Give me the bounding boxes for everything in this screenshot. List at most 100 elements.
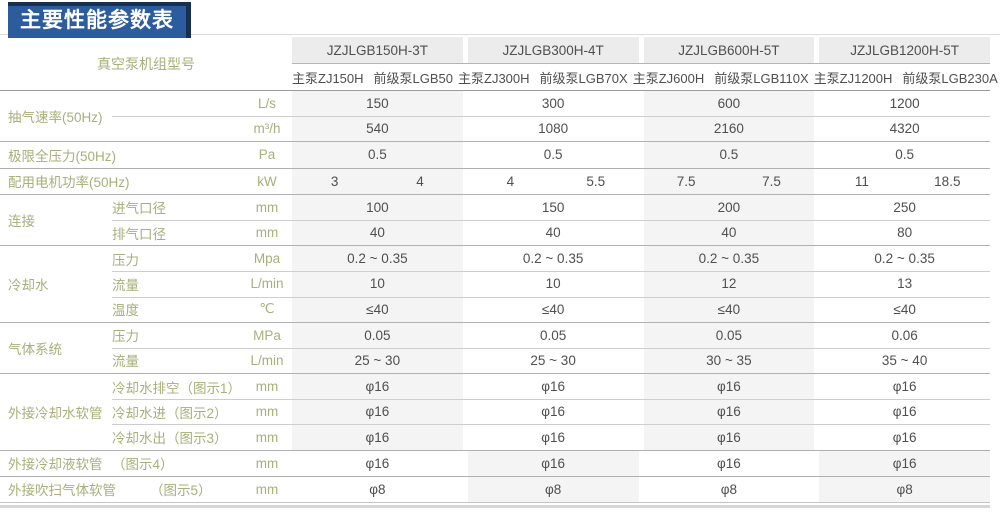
row-unit-label: mm	[255, 481, 279, 497]
table-header: 真空泵机组型号 JZJLGB150H-3T JZJLGB300H-4T JZJLGB…	[0, 37, 998, 90]
row-unit-label: ℃	[259, 301, 275, 317]
row-cells: 3 4 4 5.5 7.5 7.5 11 18.5	[292, 168, 990, 194]
value-cell: 0.5	[895, 147, 915, 163]
pump-name-cell: 主泵ZJ300H 前级泵LGB70X	[458, 64, 628, 90]
table-row: 冷却水出（图示3） mm φ16 φ16 φ16 φ16	[0, 424, 990, 450]
value-cell: 4 5.5	[468, 169, 639, 194]
backing-pump-label: 前级泵LGB230A	[902, 70, 998, 86]
row-attribute-label: 冷却水出（图示3）	[112, 431, 228, 447]
value-cell: φ16	[643, 399, 815, 425]
row-cells: 150 300 600 1200	[292, 91, 990, 117]
value-cell: ≤40	[893, 301, 916, 317]
row-unit-label: L/s	[257, 96, 276, 112]
row-attribute-label: 流量	[112, 354, 139, 370]
row-group-label: 配用电机功率(50Hz)	[8, 175, 130, 191]
row-cells: 540 1080 2160 4320	[292, 116, 990, 142]
value-cell: φ8	[369, 481, 386, 497]
value-half: 11	[854, 173, 869, 189]
value-cell: φ8	[819, 476, 990, 502]
value-cell: φ16	[643, 424, 815, 450]
row-attribute-label: 冷却水排空（图示1）	[112, 380, 242, 396]
value-cell: 25 ~ 30	[292, 347, 463, 374]
value-cell: 4320	[889, 121, 920, 137]
row-unit-label: mm	[255, 404, 279, 420]
page-bottom-rule	[0, 505, 990, 508]
value-half: 18.5	[934, 173, 961, 189]
value-cell: φ16	[541, 379, 566, 395]
value-cell: 540	[292, 116, 463, 142]
value-cell: 150	[541, 199, 565, 215]
value-cell: φ16	[467, 450, 639, 476]
table-section: 连接 进气口径 mm 100 150 200 250 排气口径 mm 40 40 40 80	[0, 193, 990, 246]
row-group-label: 抽气速率(50Hz)	[8, 110, 103, 126]
value-cell: ≤40	[292, 296, 463, 322]
table-row: 压力 MPa 0.05 0.05 0.05 0.06	[0, 322, 990, 348]
value-cell: 25 ~ 30	[530, 352, 576, 368]
row-cells: 0.2 ~ 0.35 0.2 ~ 0.35 0.2 ~ 0.35 0.2 ~ 0.35	[292, 246, 990, 272]
row-attribute-label: 排气口径	[112, 226, 166, 242]
row-group-label: 外接冷却液软管	[8, 457, 103, 473]
value-cell: φ16	[292, 424, 463, 450]
table-body: 抽气速率(50Hz) L/s 150 300 600 1200 m³/h 540 1080 216…	[0, 90, 990, 503]
value-cell: 30 ~ 35	[643, 347, 815, 374]
table-row: 温度 ℃ ≤40 ≤40 ≤40 ≤40	[0, 296, 990, 322]
table-row: 进气口径 mm 100 150 200 250	[0, 194, 990, 220]
table-row: 排气口径 mm 40 40 40 80	[0, 219, 990, 246]
table-row: （图示4） mm φ16 φ16 φ16 φ16	[0, 450, 990, 476]
value-cell: 12	[643, 271, 815, 297]
row-attribute-label: （图示5）	[150, 483, 212, 499]
title-underline	[0, 34, 1000, 35]
row-cells: 100 150 200 250	[292, 194, 990, 220]
row-unit-label: mm	[255, 455, 279, 471]
value-cell: φ16	[292, 374, 463, 400]
table-section: 外接冷却水软管 冷却水排空（图示1） mm φ16 φ16 φ16 φ16 冷却水进（图示2）…	[0, 373, 990, 450]
model-name-cell: JZJLGB600H-5T	[643, 37, 815, 63]
row-attribute-label: 压力	[112, 329, 139, 345]
row-unit-label: mm	[255, 429, 279, 445]
value-cell: φ16	[892, 379, 917, 395]
model-name-row: JZJLGB150H-3T JZJLGB300H-4T JZJLGB600H-5T J…	[292, 37, 990, 63]
value-cell: 0.5	[543, 147, 563, 163]
row-cells: 25 ~ 30 25 ~ 30 30 ~ 35 35 ~ 40	[292, 347, 990, 374]
value-cell: 0.2 ~ 0.35	[522, 251, 584, 267]
row-cells: 40 40 40 80	[292, 219, 990, 246]
value-cell: 40	[292, 219, 463, 246]
pump-name-cell: 主泵ZJ600H 前级泵LGB110X	[633, 64, 809, 90]
value-cell: 40	[643, 219, 815, 246]
value-cell: 13	[897, 276, 913, 292]
row-cells: 10 10 12 13	[292, 271, 990, 297]
row-group-label: 冷却水	[8, 277, 49, 293]
value-cell: 300	[541, 96, 565, 112]
row-attribute-label: 压力	[112, 252, 139, 268]
page-title-text: 主要性能参数表	[20, 9, 174, 32]
backing-pump-label: 前级泵LGB50	[373, 70, 454, 86]
row-unit-label: MPa	[253, 327, 281, 343]
value-cell: ≤40	[541, 301, 565, 317]
value-cell: 0.06	[891, 327, 918, 343]
model-name-cell: JZJLGB300H-4T	[467, 37, 639, 63]
value-cell: 10	[545, 276, 561, 292]
table-section: 外接冷却液软管 （图示4） mm φ16 φ16 φ16 φ16	[0, 449, 990, 476]
value-cell: 1080	[538, 121, 569, 137]
row-attribute-label	[112, 91, 242, 116]
table-section: 外接吹扫气体软管 （图示5） mm φ8 φ8 φ8 φ8	[0, 475, 990, 502]
value-cell: 11 18.5	[819, 169, 990, 194]
spec-table: 真空泵机组型号 JZJLGB150H-3T JZJLGB300H-4T JZJLGB…	[0, 37, 998, 503]
model-name-cell: JZJLGB1200H-5T	[819, 37, 990, 63]
row-unit-label: mm	[255, 379, 279, 395]
value-cell: 40	[545, 225, 561, 241]
value-half: 7.5	[762, 173, 781, 189]
row-unit-label: kW	[257, 173, 277, 189]
value-cell: 100	[292, 194, 463, 220]
backing-pump-label: 前级泵LGB110X	[714, 70, 809, 86]
main-pump-label: 主泵ZJ600H	[632, 70, 705, 86]
value-cell: 0.2 ~ 0.35	[643, 246, 815, 272]
row-group-label: 外接吹扫气体软管	[8, 483, 116, 499]
value-cell: 7.5 7.5	[643, 168, 815, 194]
value-cell: 35 ~ 40	[881, 352, 928, 368]
row-cells: φ8 φ8 φ8 φ8	[292, 476, 990, 502]
value-cell: φ16	[292, 399, 463, 425]
row-attribute-label: 流量	[112, 277, 139, 293]
